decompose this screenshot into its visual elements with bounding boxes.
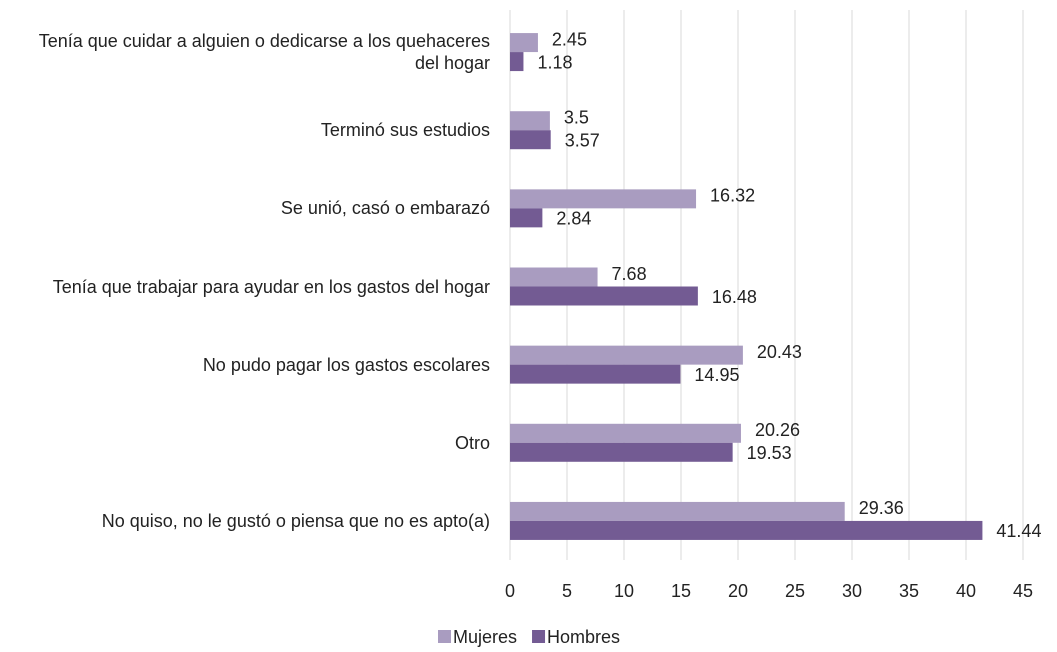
x-tick-label: 30 <box>842 581 862 601</box>
bar <box>510 189 697 209</box>
bar <box>510 423 741 443</box>
y-tick-label: Tenía que cuidar a alguien o dedicarse a… <box>38 31 490 74</box>
x-tick-label: 15 <box>671 581 691 601</box>
x-tick-label: 20 <box>728 581 748 601</box>
y-tick-label: Tenía que trabajar para ayudar en los ga… <box>52 276 490 297</box>
x-tick-label: 35 <box>899 581 919 601</box>
data-label: 29.36 <box>859 498 904 518</box>
y-tick-label: No pudo pagar los gastos escolares <box>202 354 490 375</box>
x-tick-label: 0 <box>505 581 515 601</box>
data-label: 7.68 <box>612 264 647 284</box>
bar <box>510 364 681 384</box>
bar <box>510 208 543 228</box>
bar <box>510 267 598 287</box>
data-label: 41.44 <box>996 521 1041 541</box>
legend-swatch <box>532 630 546 643</box>
legend-label: Mujeres <box>453 627 517 647</box>
data-label: 3.5 <box>564 107 589 127</box>
data-label: 3.57 <box>565 130 600 150</box>
y-tick-label: Otro <box>454 432 490 453</box>
bar <box>510 52 524 72</box>
y-tick-label: Se unió, casó o embarazó <box>280 198 490 219</box>
data-label: 2.45 <box>552 29 587 49</box>
x-tick-label: 25 <box>785 581 805 601</box>
y-tick-label: No quiso, no le gustó o piensa que no es… <box>101 510 490 531</box>
data-label: 19.53 <box>747 443 792 463</box>
x-tick-label: 5 <box>562 581 572 601</box>
legend-label: Hombres <box>547 627 620 647</box>
data-label: 20.43 <box>757 342 802 362</box>
x-tick-label: 10 <box>614 581 634 601</box>
x-tick-label: 40 <box>956 581 976 601</box>
data-label: 16.32 <box>710 186 755 206</box>
data-label: 1.18 <box>537 52 572 72</box>
bar <box>510 111 550 131</box>
data-label: 2.84 <box>556 209 591 229</box>
bar <box>510 520 983 540</box>
bar <box>510 345 743 365</box>
y-tick-label: Terminó sus estudios <box>320 120 490 141</box>
bar <box>510 442 733 462</box>
data-label: 20.26 <box>755 420 800 440</box>
legend-swatch <box>438 630 451 643</box>
data-label: 14.95 <box>694 365 739 385</box>
bar <box>510 33 538 53</box>
bar <box>510 130 551 150</box>
bar <box>510 501 845 521</box>
x-tick-label: 45 <box>1013 581 1033 601</box>
data-label: 16.48 <box>712 287 757 307</box>
bar <box>510 286 698 306</box>
